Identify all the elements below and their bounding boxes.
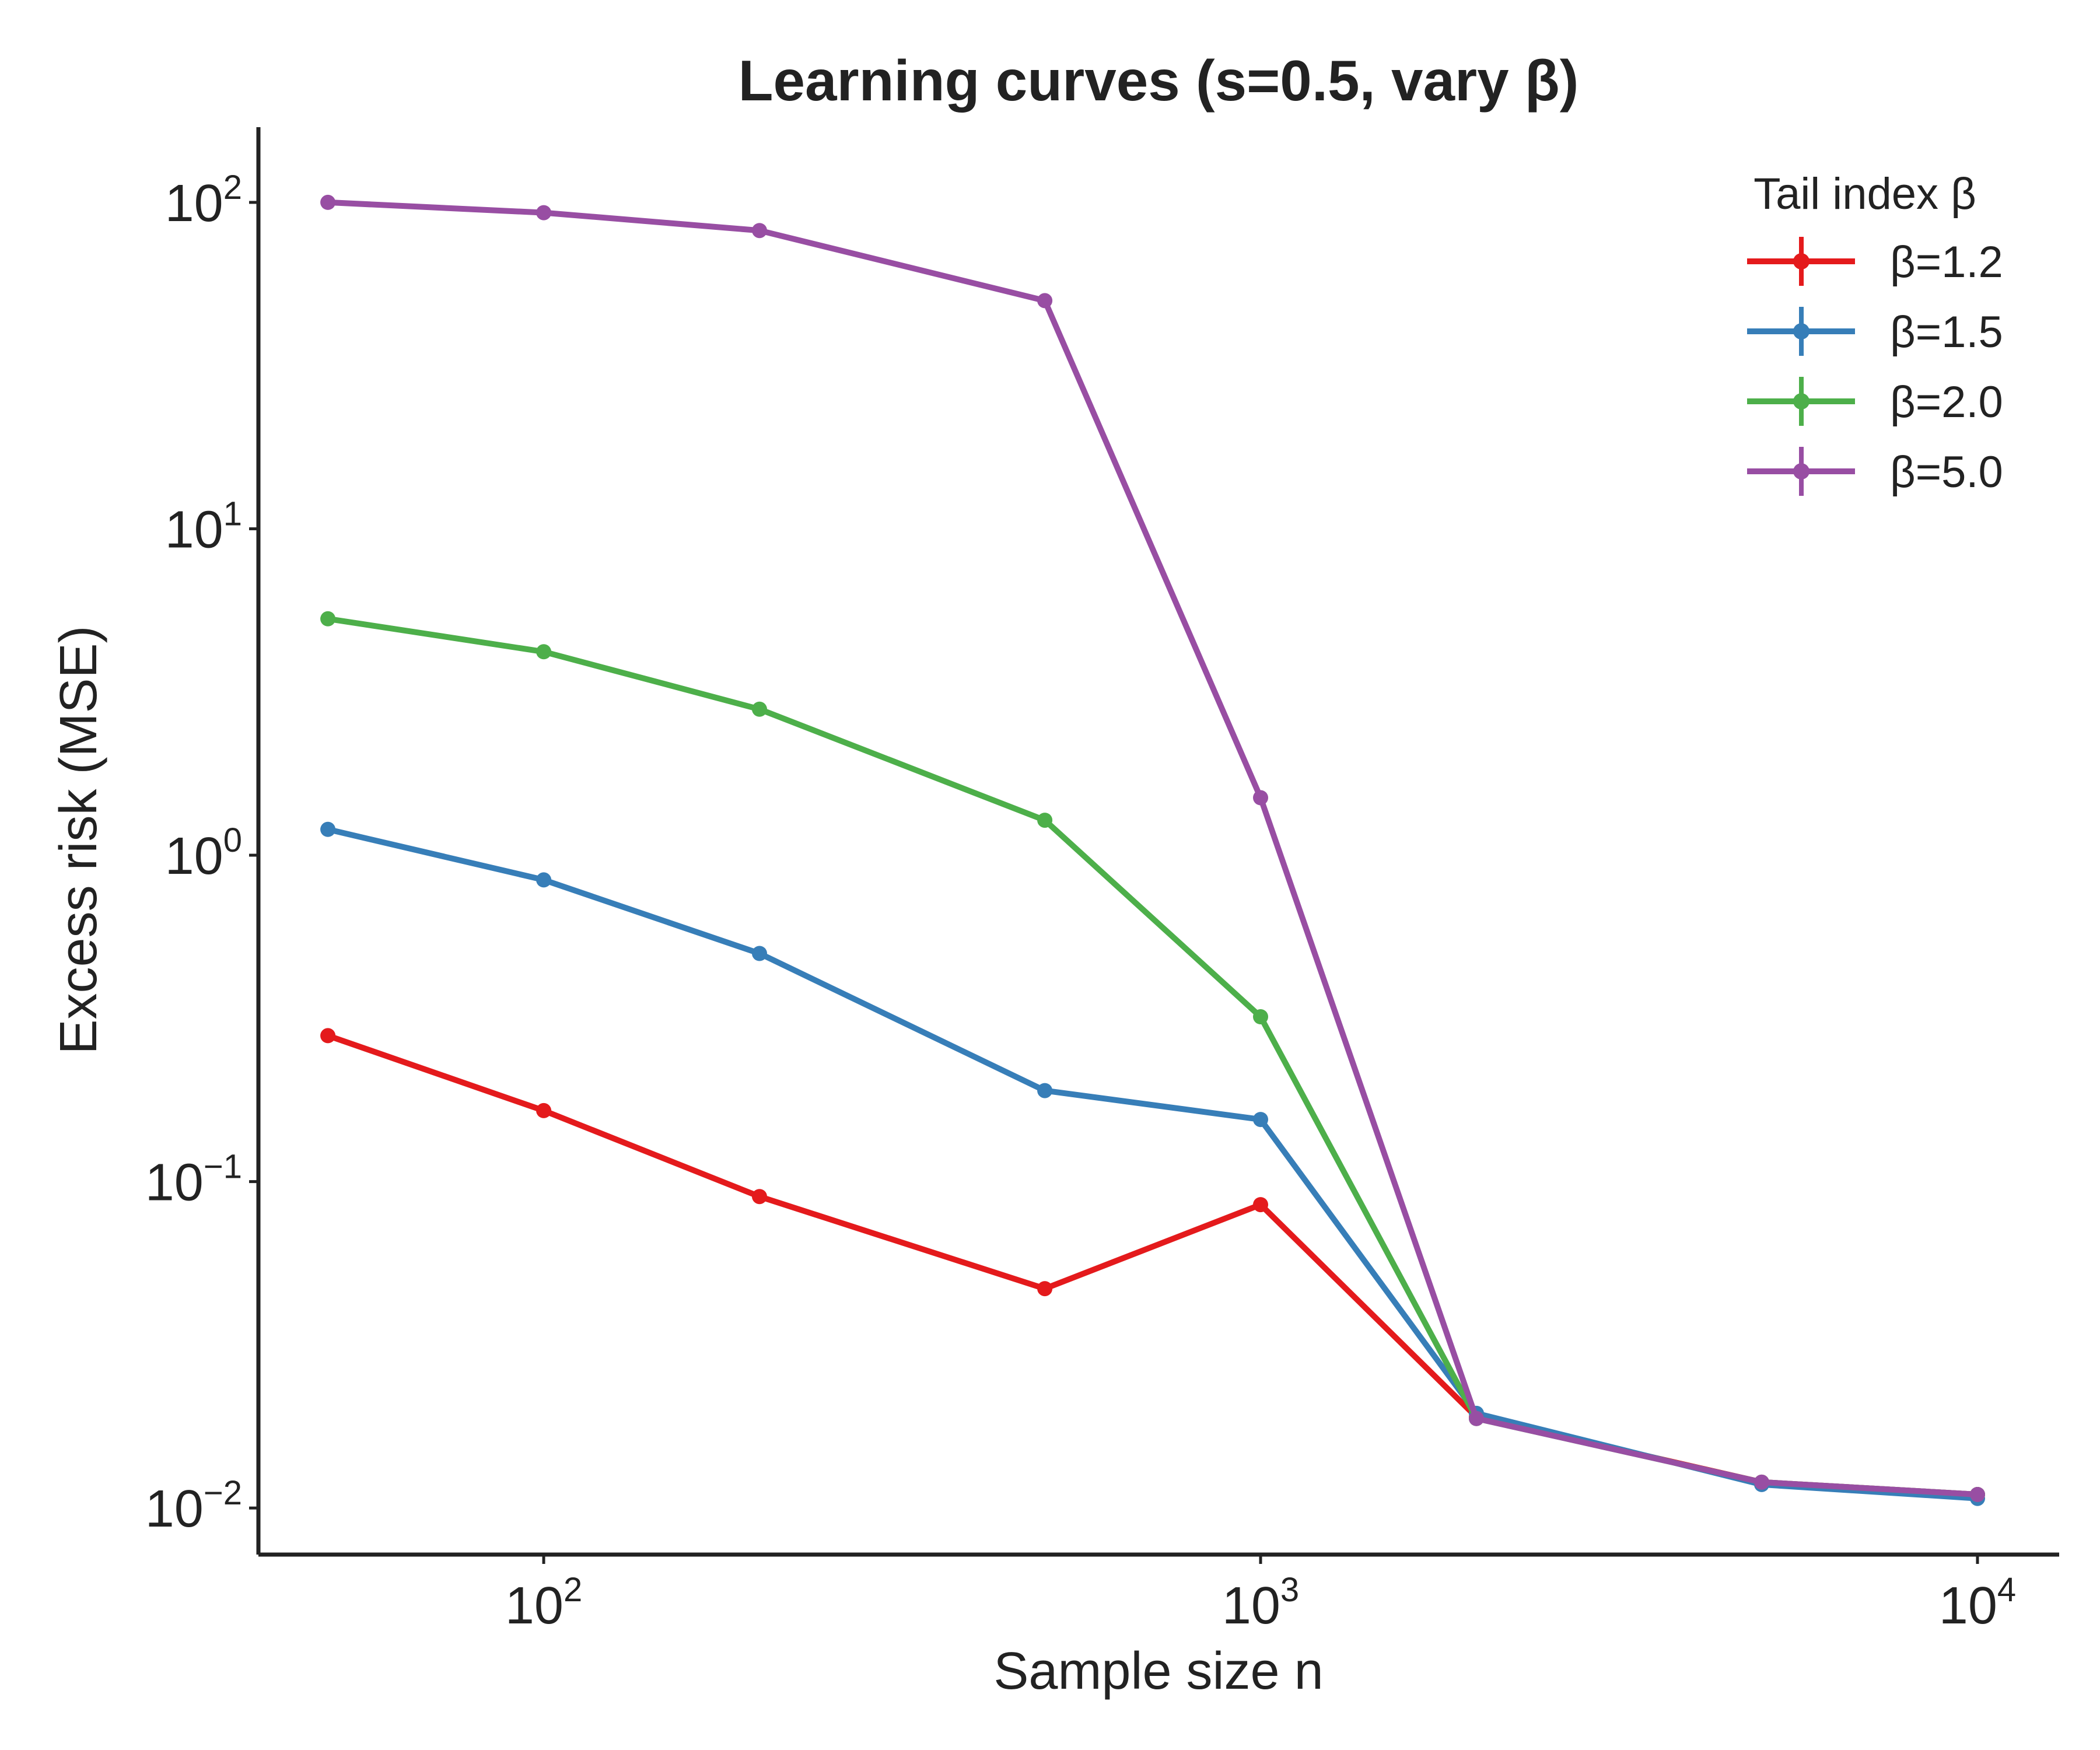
point-2-3 [1037,813,1053,828]
point-3-6 [1754,1474,1769,1490]
point-2-4 [1253,1009,1268,1024]
legend-label-2: β=2.0 [1890,377,2003,427]
x-tick-label-0: 102 [505,1571,582,1635]
series-line-3 [325,199,1980,1497]
y-tick-label-1: 10−1 [145,1148,242,1212]
legend-swatch-marker-0 [1793,253,1810,270]
legend-title: Tail index β [1754,169,1976,219]
point-0-1 [536,1102,552,1118]
x-axis-label: Sample size n [993,1642,1323,1700]
point-1-4 [1253,1112,1268,1128]
series-2 [320,611,1985,1502]
point-3-5 [1469,1410,1484,1426]
series-3 [320,194,1985,1502]
point-0-0 [320,1028,336,1044]
point-3-3 [1037,293,1053,309]
point-1-0 [320,821,336,837]
legend-entry-1: β=1.5 [1747,307,2003,357]
point-3-2 [752,223,767,239]
y-tick-label-2: 100 [165,821,242,886]
legend-entry-3: β=5.0 [1747,447,2003,497]
legend-label-3: β=5.0 [1890,447,2003,497]
point-3-1 [536,205,552,220]
y-tick-label-0: 10−2 [145,1474,242,1538]
point-2-1 [536,644,552,660]
point-3-4 [1253,790,1268,806]
y-tick-label-4: 102 [165,169,242,233]
point-0-4 [1253,1197,1268,1213]
legend-swatch-marker-3 [1793,463,1810,480]
legend-entry-2: β=2.0 [1747,377,2003,427]
legend-entry-0: β=1.2 [1747,237,2003,287]
point-3-7 [1970,1487,1985,1502]
point-2-0 [320,611,336,626]
x-ticks: 102 103 104 [505,1555,2016,1635]
point-0-2 [752,1189,767,1205]
x-tick-label-2: 104 [1939,1571,2016,1635]
series-line-1 [325,826,1980,1502]
y-axis-label: Excess risk (MSE) [50,625,108,1054]
point-3-0 [320,194,336,210]
point-1-3 [1037,1083,1053,1098]
y-tick-label-3: 101 [165,495,242,559]
legend-swatch-marker-1 [1793,323,1810,340]
point-2-2 [752,701,767,717]
y-ticks: 10−2 10−1 100 101 102 [145,169,258,1538]
x-tick-label-1: 103 [1222,1571,1299,1635]
series-layer [320,194,1985,1506]
series-1 [320,821,1985,1506]
point-1-2 [752,946,767,961]
legend-label-1: β=1.5 [1890,307,2003,357]
legend-label-0: β=1.2 [1890,237,2003,287]
axes: 102 103 104 10−2 10−1 100 101 102 [145,127,2059,1635]
series-line-2 [325,615,1980,1497]
legend-swatch-marker-2 [1793,393,1810,410]
legend-entries: β=1.2 β=1.5 β=2.0 β=5.0 [1747,237,2003,497]
chart-title: Learning curves (s=0.5, vary β) [738,48,1579,113]
point-0-3 [1037,1281,1053,1297]
series-0 [320,1028,1985,1502]
legend: Tail index β β=1.2 β=1.5 β=2.0 β=5.0 [1747,169,2003,497]
point-1-1 [536,872,552,888]
